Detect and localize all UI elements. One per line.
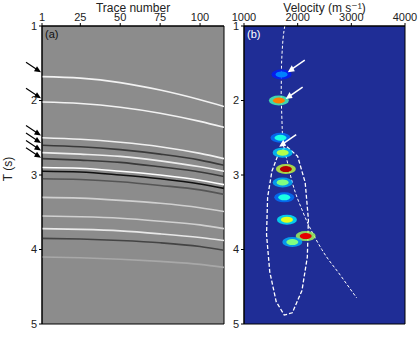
svg-text:4: 4 — [31, 243, 37, 255]
svg-text:25: 25 — [74, 11, 86, 23]
svg-text:5: 5 — [31, 318, 37, 330]
svg-text:5: 5 — [233, 318, 239, 330]
svg-text:1: 1 — [31, 20, 37, 32]
svg-text:4: 4 — [233, 243, 239, 255]
svg-text:4000: 4000 — [393, 11, 417, 23]
svg-text:3: 3 — [31, 169, 37, 181]
svg-text:3: 3 — [233, 169, 239, 181]
svg-text:2: 2 — [31, 94, 37, 106]
svg-text:2: 2 — [233, 94, 239, 106]
svg-text:1: 1 — [39, 11, 45, 23]
svg-text:1: 1 — [233, 20, 239, 32]
svg-text:100: 100 — [191, 11, 209, 23]
